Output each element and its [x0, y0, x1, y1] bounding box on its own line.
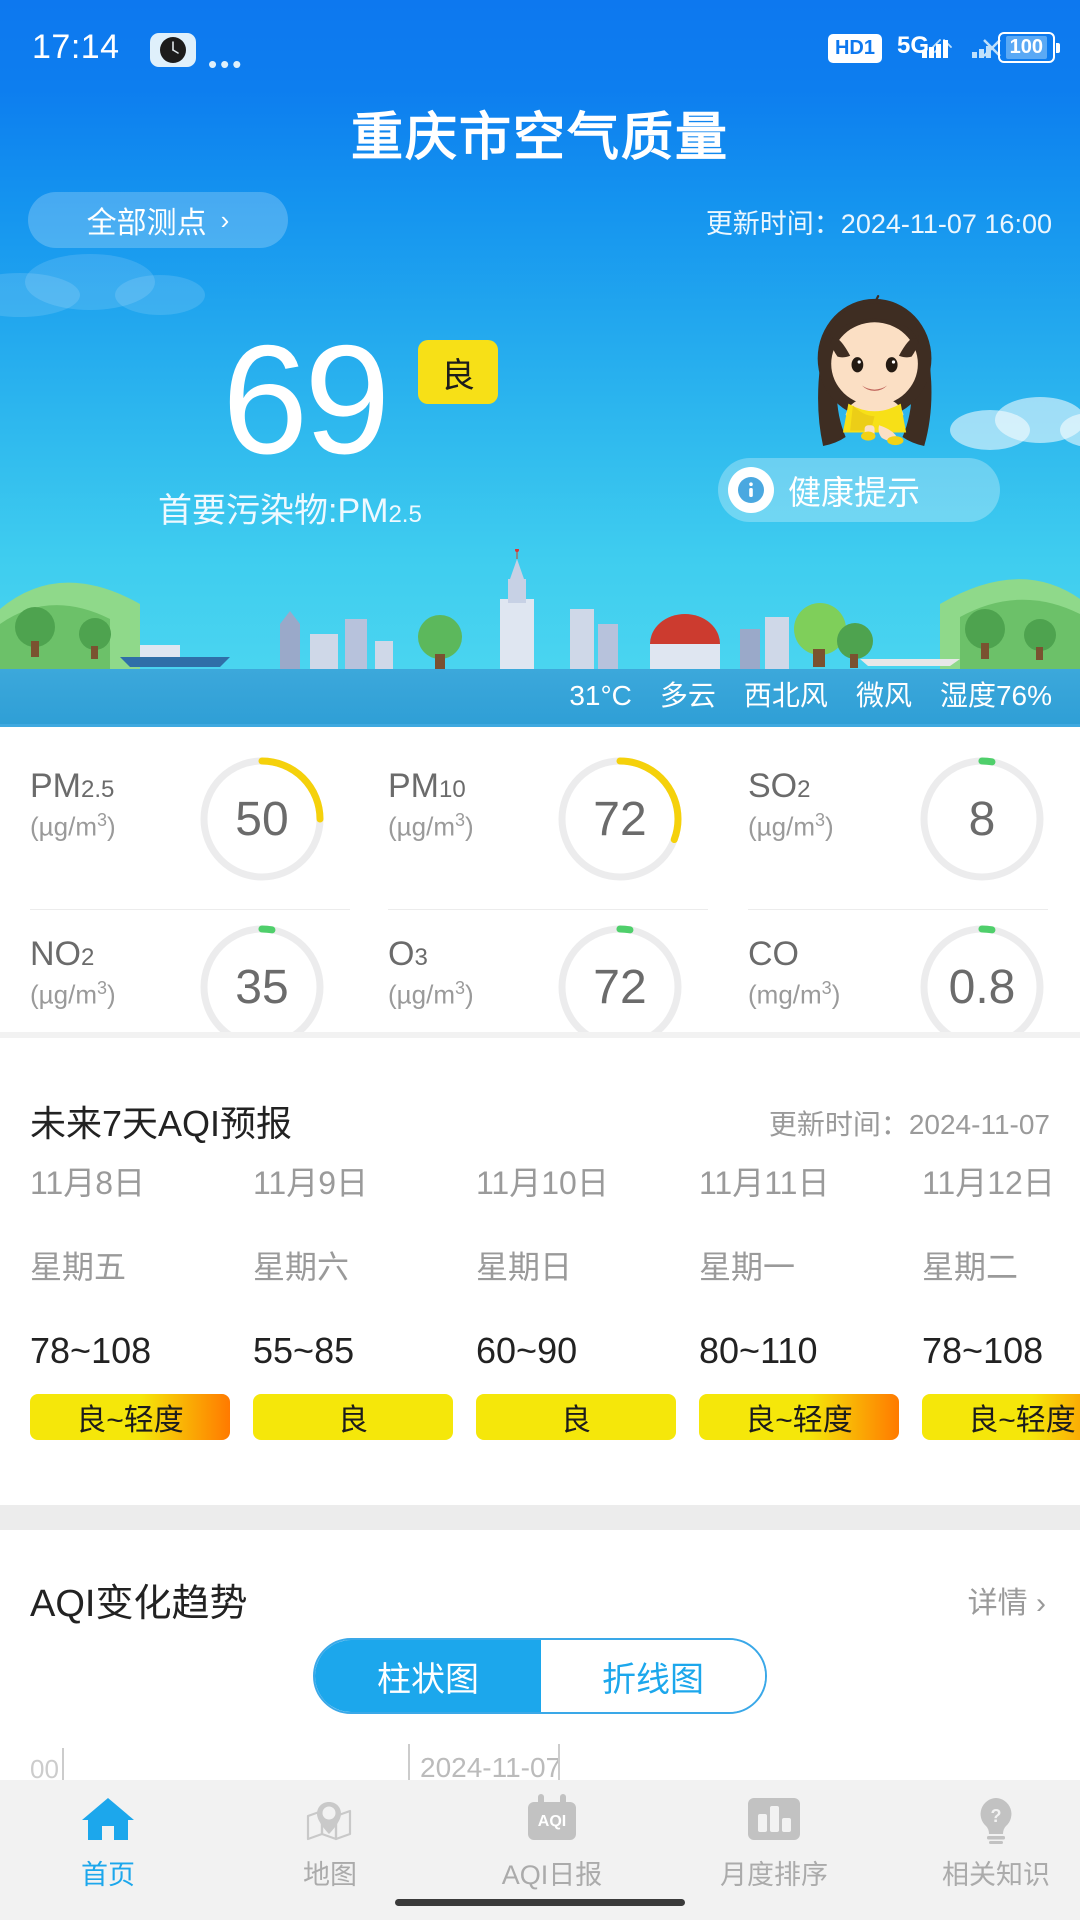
svg-text:?: ? [991, 1806, 1002, 1826]
svg-text:AQI: AQI [538, 1813, 566, 1830]
